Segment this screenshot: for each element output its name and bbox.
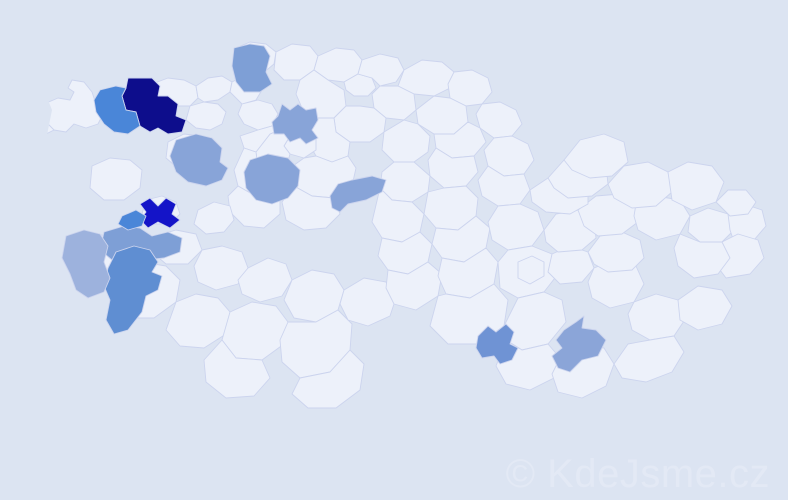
district-nymburk-highlight[interactable] bbox=[329, 175, 387, 213]
district-tachov-base[interactable] bbox=[89, 157, 143, 201]
district-semily[interactable] bbox=[357, 53, 405, 87]
district-vsetin[interactable] bbox=[677, 285, 733, 331]
district-benesov-s[interactable] bbox=[281, 185, 341, 231]
district-louny-base[interactable] bbox=[185, 101, 227, 131]
district-chomutov-highlight[interactable] bbox=[169, 133, 229, 187]
district-pisek[interactable] bbox=[237, 257, 293, 303]
district-brno-mesto[interactable] bbox=[517, 255, 545, 285]
district-jesenik[interactable] bbox=[563, 133, 629, 179]
district-plzen-jih-highlight[interactable] bbox=[117, 209, 147, 231]
district-zlin-s[interactable] bbox=[613, 335, 685, 383]
district-louny-highlight[interactable] bbox=[243, 153, 301, 205]
district-sokolov-highlight[interactable] bbox=[93, 85, 141, 135]
district-layer-highlighted bbox=[61, 43, 607, 373]
district-rokycany-base[interactable] bbox=[193, 201, 235, 235]
district-uherske-hradiste-highlight[interactable] bbox=[551, 315, 607, 373]
district-vyskov-highlight[interactable] bbox=[475, 323, 519, 365]
district-novy-jicin[interactable] bbox=[673, 233, 731, 279]
district-ceskalipa-highlight[interactable] bbox=[231, 43, 273, 93]
district-mlada-boleslav-highlight[interactable] bbox=[271, 103, 319, 145]
district-domazlice-highlight[interactable] bbox=[103, 245, 163, 335]
district-cesky-krumlov[interactable] bbox=[203, 339, 271, 399]
district-kolin[interactable] bbox=[381, 119, 431, 163]
outside-border-layer bbox=[0, 0, 60, 500]
district-ostrava[interactable] bbox=[687, 207, 735, 243]
district-opava[interactable] bbox=[667, 161, 725, 211]
outside-area-west bbox=[0, 0, 60, 500]
watermark-kdejsme: © KdeJsme.cz bbox=[505, 452, 770, 496]
district-jh-south[interactable] bbox=[291, 349, 365, 409]
district-pelhrimov[interactable] bbox=[339, 277, 397, 327]
district-layer-base bbox=[37, 41, 767, 409]
district-opava-e[interactable] bbox=[715, 189, 757, 217]
district-tachov-highlight[interactable] bbox=[61, 229, 111, 299]
district-strakonice[interactable] bbox=[193, 245, 249, 291]
